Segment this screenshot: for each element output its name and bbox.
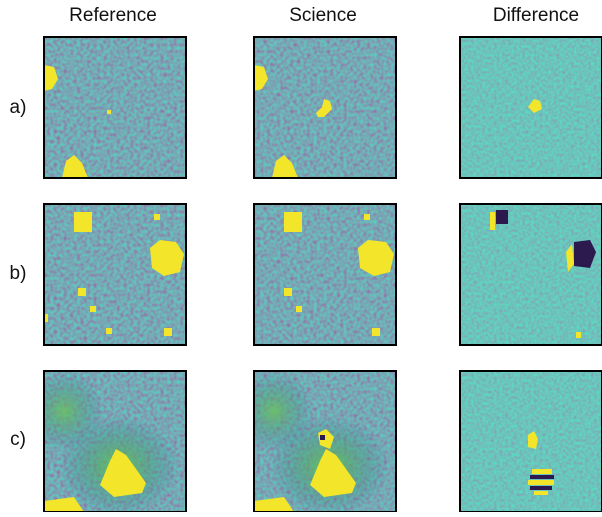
image-panel	[460, 37, 602, 178]
figure: Reference Science Difference a) b) c)	[0, 0, 602, 512]
image-panel	[460, 371, 602, 512]
column-title: Science	[289, 5, 357, 26]
row-label: c)	[10, 429, 26, 450]
column-title: Reference	[69, 5, 157, 26]
image-panel	[254, 37, 396, 178]
column-title: Difference	[493, 5, 579, 26]
row-label: b)	[10, 263, 27, 284]
image-panel	[234, 371, 396, 512]
page: Reference Science Difference a) b) c)	[0, 0, 602, 512]
image-panel	[254, 204, 396, 345]
image-panel	[44, 37, 186, 178]
image-panel	[44, 204, 186, 345]
image-panel	[24, 371, 186, 512]
row-label: a)	[10, 97, 27, 118]
image-panel	[460, 204, 602, 345]
